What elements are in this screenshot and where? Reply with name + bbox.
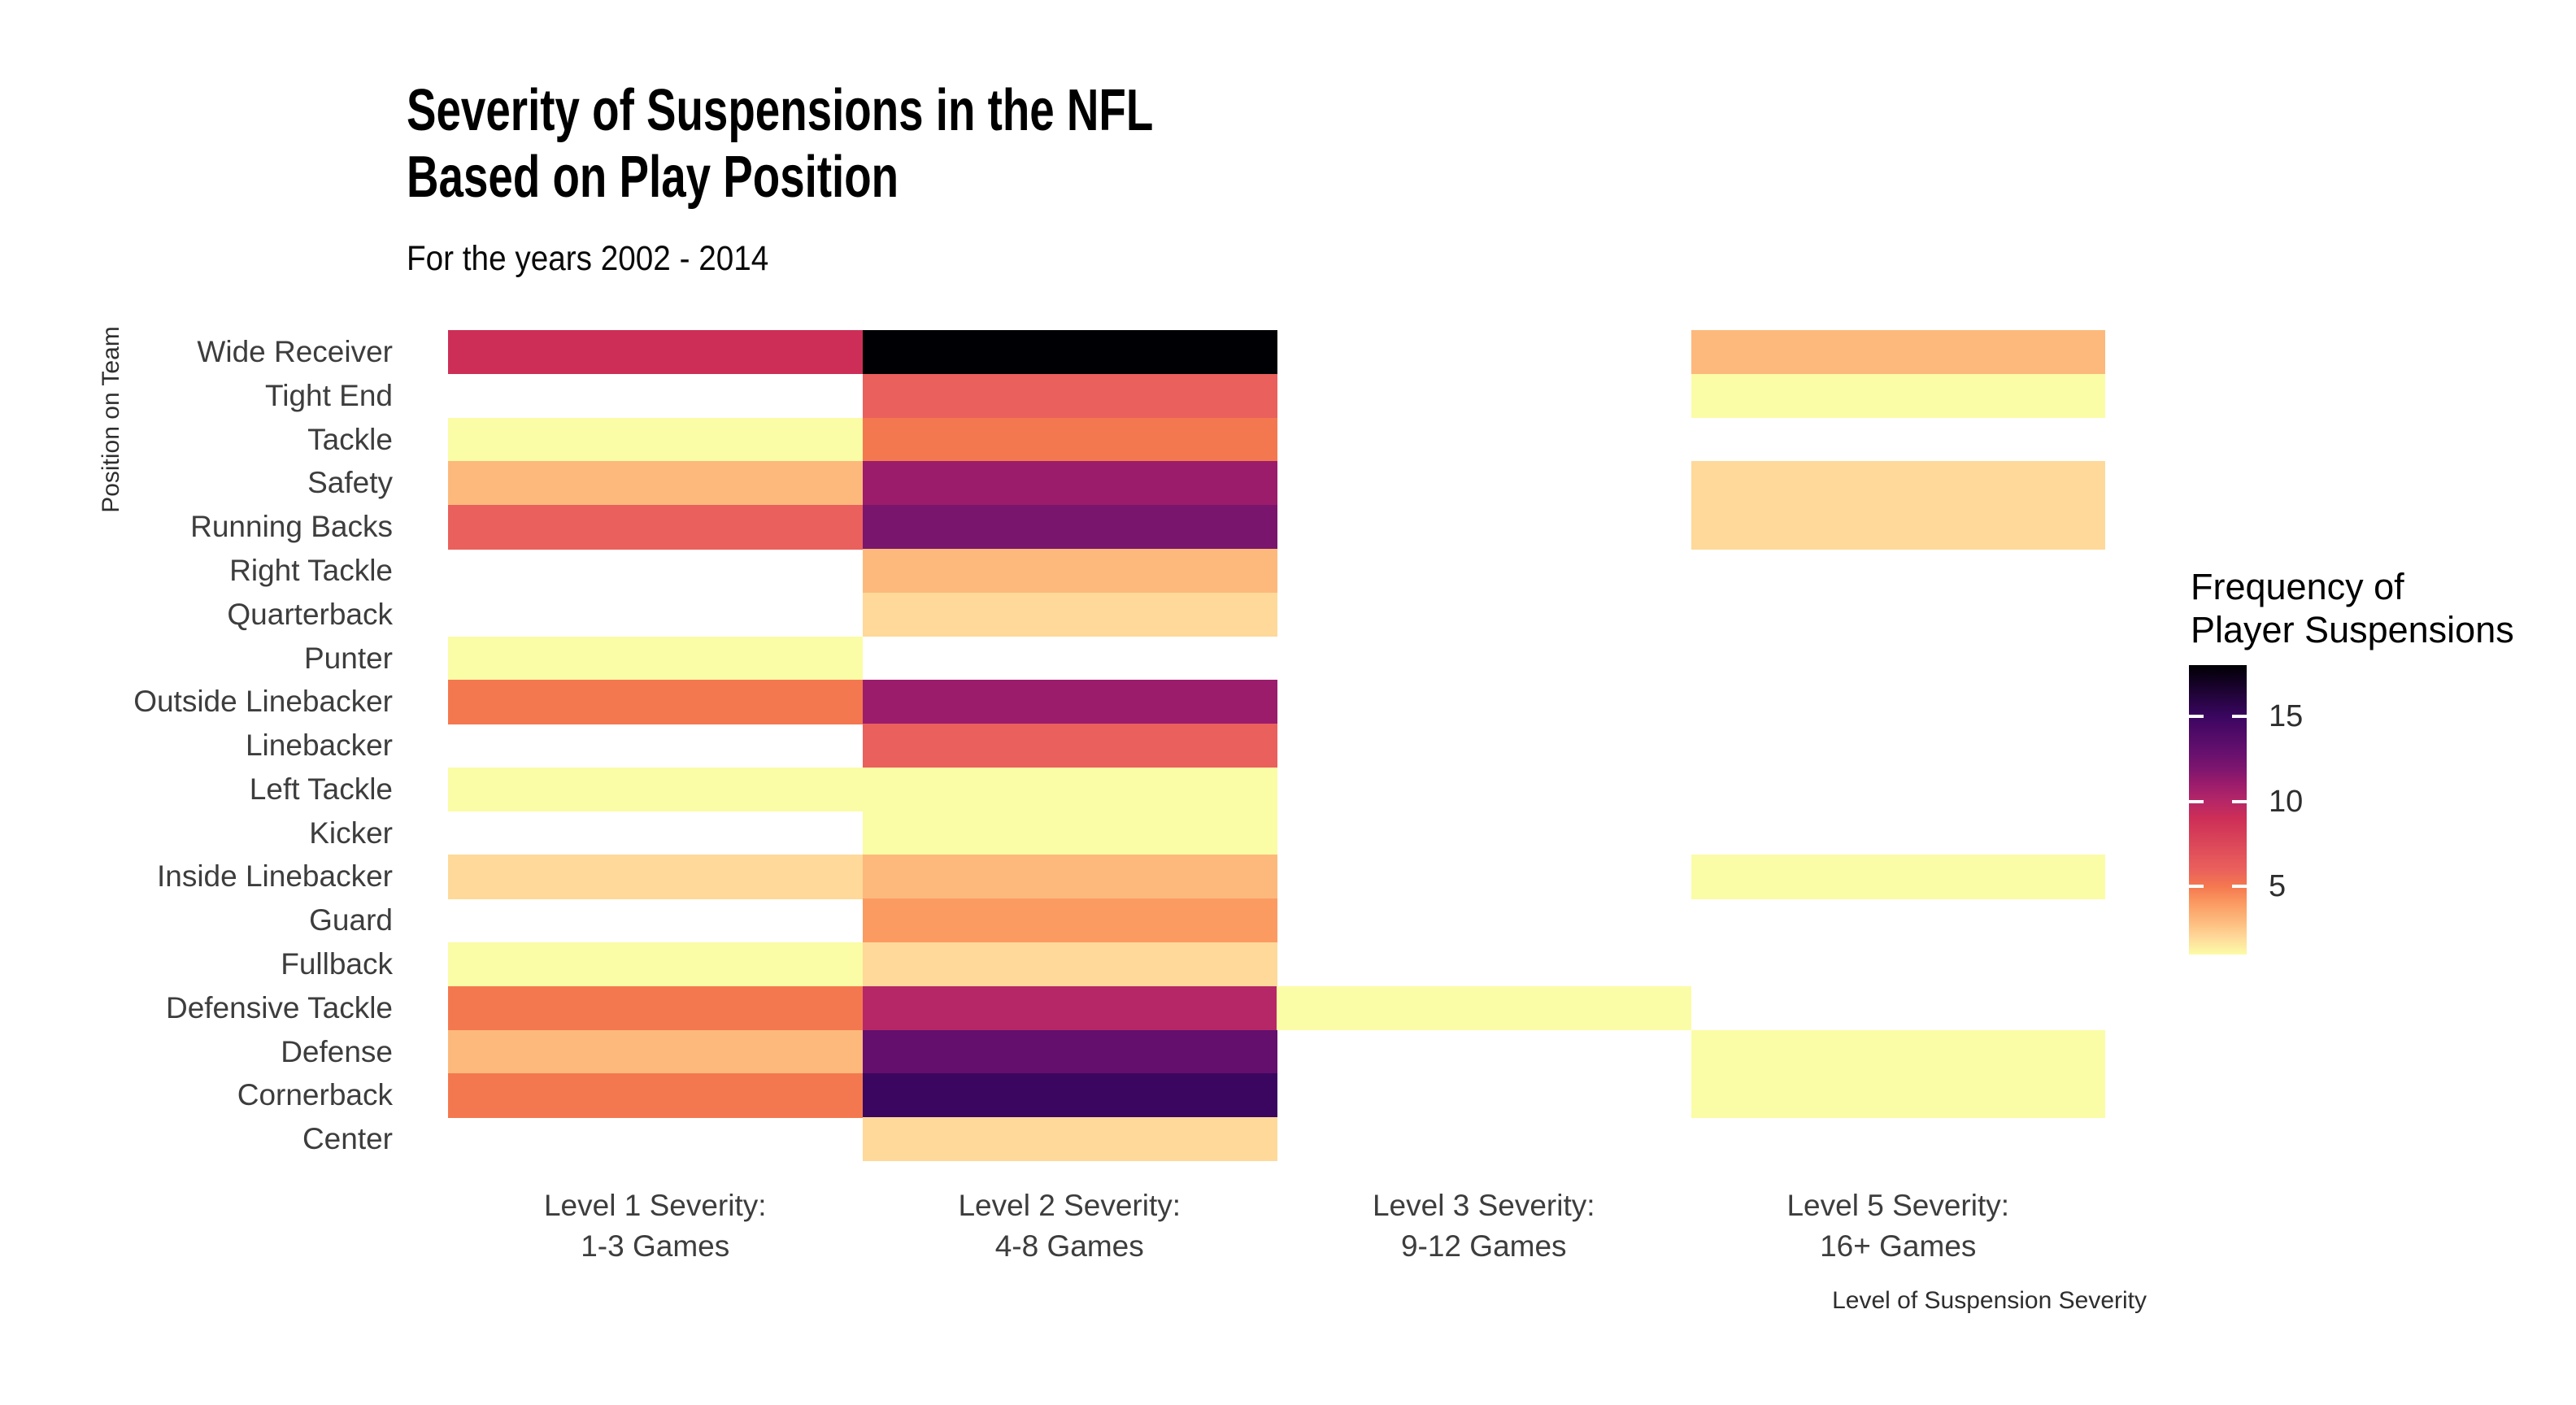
heatmap-cell (862, 811, 1277, 856)
legend-tick-mark (2189, 885, 2204, 889)
heatmap-cell (862, 1029, 1277, 1074)
heatmap-cell (862, 855, 1277, 899)
heatmap-cell (862, 1073, 1277, 1118)
heatmap-cell (862, 330, 1277, 375)
y-axis-label: Quarterback (227, 597, 393, 631)
legend-tick-mark (2189, 799, 2204, 803)
y-axis-label: Defense (281, 1034, 393, 1068)
heatmap-cell (1690, 855, 2105, 899)
y-axis-label: Center (302, 1122, 393, 1156)
heatmap-cell (862, 373, 1277, 419)
heatmap-cell (448, 330, 864, 375)
legend-title: Frequency of Player Suspensions (2191, 565, 2514, 651)
legend-title-line-1: Frequency of (2191, 566, 2404, 607)
heatmap-cell (448, 680, 864, 724)
x-axis-label: Level 2 Severity: 4-8 Games (958, 1189, 1181, 1263)
heatmap-cell (1690, 505, 2105, 550)
legend-tick-mark (2189, 714, 2204, 718)
heatmap-cell (862, 461, 1277, 506)
heatmap-cell (862, 942, 1277, 987)
heatmap-cell (448, 1029, 864, 1074)
chart-subtitle: For the years 2002 - 2014 (407, 239, 769, 278)
heatmap-cell (862, 724, 1277, 768)
y-axis-label: Safety (307, 466, 393, 500)
legend-tick-mark (2232, 885, 2247, 889)
heatmap-cell (1690, 330, 2105, 375)
heatmap-cell (862, 592, 1277, 637)
x-axis-title: Level of Suspension Severity (1832, 1287, 2147, 1314)
legend-title-line-2: Player Suspensions (2191, 609, 2514, 650)
heatmap-cell (862, 505, 1277, 550)
y-axis-label: Tight End (265, 378, 393, 412)
y-axis-label: Cornerback (237, 1078, 393, 1112)
y-axis-label: Fullback (281, 947, 393, 981)
y-axis-label: Running Backs (190, 510, 393, 544)
y-axis-label: Punter (303, 641, 393, 675)
y-axis-label: Kicker (309, 816, 393, 850)
heatmap-cell (1690, 373, 2105, 419)
y-axis-label: Tackle (307, 422, 393, 456)
legend-tick-label: 5 (2269, 869, 2287, 904)
title-line-2: Based on Play Position (407, 145, 899, 210)
legend-tick-label: 15 (2269, 698, 2304, 733)
heatmap-cell (862, 985, 1277, 1031)
heatmap-cell (1690, 461, 2105, 506)
y-axis-label: Wide Receiver (197, 335, 393, 368)
legend-colorbar (2189, 665, 2247, 955)
heatmap-cell (448, 855, 864, 899)
legend-tick-mark (2232, 799, 2247, 803)
heatmap-cell (448, 461, 864, 506)
page-title: Severity of Suspensions in the NFL Based… (407, 77, 1153, 211)
heatmap-cell (862, 548, 1277, 594)
y-axis-label: Linebacker (245, 729, 393, 763)
heatmap-cell (1690, 1029, 2105, 1074)
legend-tick-mark (2232, 714, 2247, 718)
y-axis-label: Outside Linebacker (133, 685, 393, 719)
x-axis-label: Level 1 Severity: 1-3 Games (543, 1189, 767, 1263)
heatmap-cell (1690, 1073, 2105, 1118)
heatmap-cell (862, 417, 1277, 462)
y-axis-label: Guard (309, 903, 393, 937)
legend-tick-label: 10 (2269, 784, 2304, 819)
y-axis-label: Left Tackle (249, 772, 393, 806)
heatmap-cell (448, 1073, 864, 1118)
heatmap-cell (448, 942, 864, 987)
heatmap-cell (862, 680, 1277, 724)
heatmap-cell (448, 636, 864, 681)
y-axis-label: Defensive Tackle (165, 990, 393, 1024)
heatmap-cell (862, 1117, 1277, 1161)
heatmap-cell (862, 767, 1277, 812)
heatmap-cell (1277, 985, 1692, 1031)
title-line-1: Severity of Suspensions in the NFL (407, 78, 1154, 143)
heatmap-cell (448, 417, 864, 462)
x-axis-label: Level 3 Severity: 9-12 Games (1372, 1189, 1595, 1263)
heatmap-cell (448, 985, 864, 1031)
heatmap-cell (862, 898, 1277, 943)
heatmap-cell (448, 767, 864, 812)
y-axis-label: Inside Linebacker (156, 859, 393, 894)
y-axis-label: Right Tackle (229, 553, 393, 587)
x-axis-label: Level 5 Severity: 16+ Games (1786, 1189, 2010, 1263)
heatmap-cell (448, 505, 864, 550)
